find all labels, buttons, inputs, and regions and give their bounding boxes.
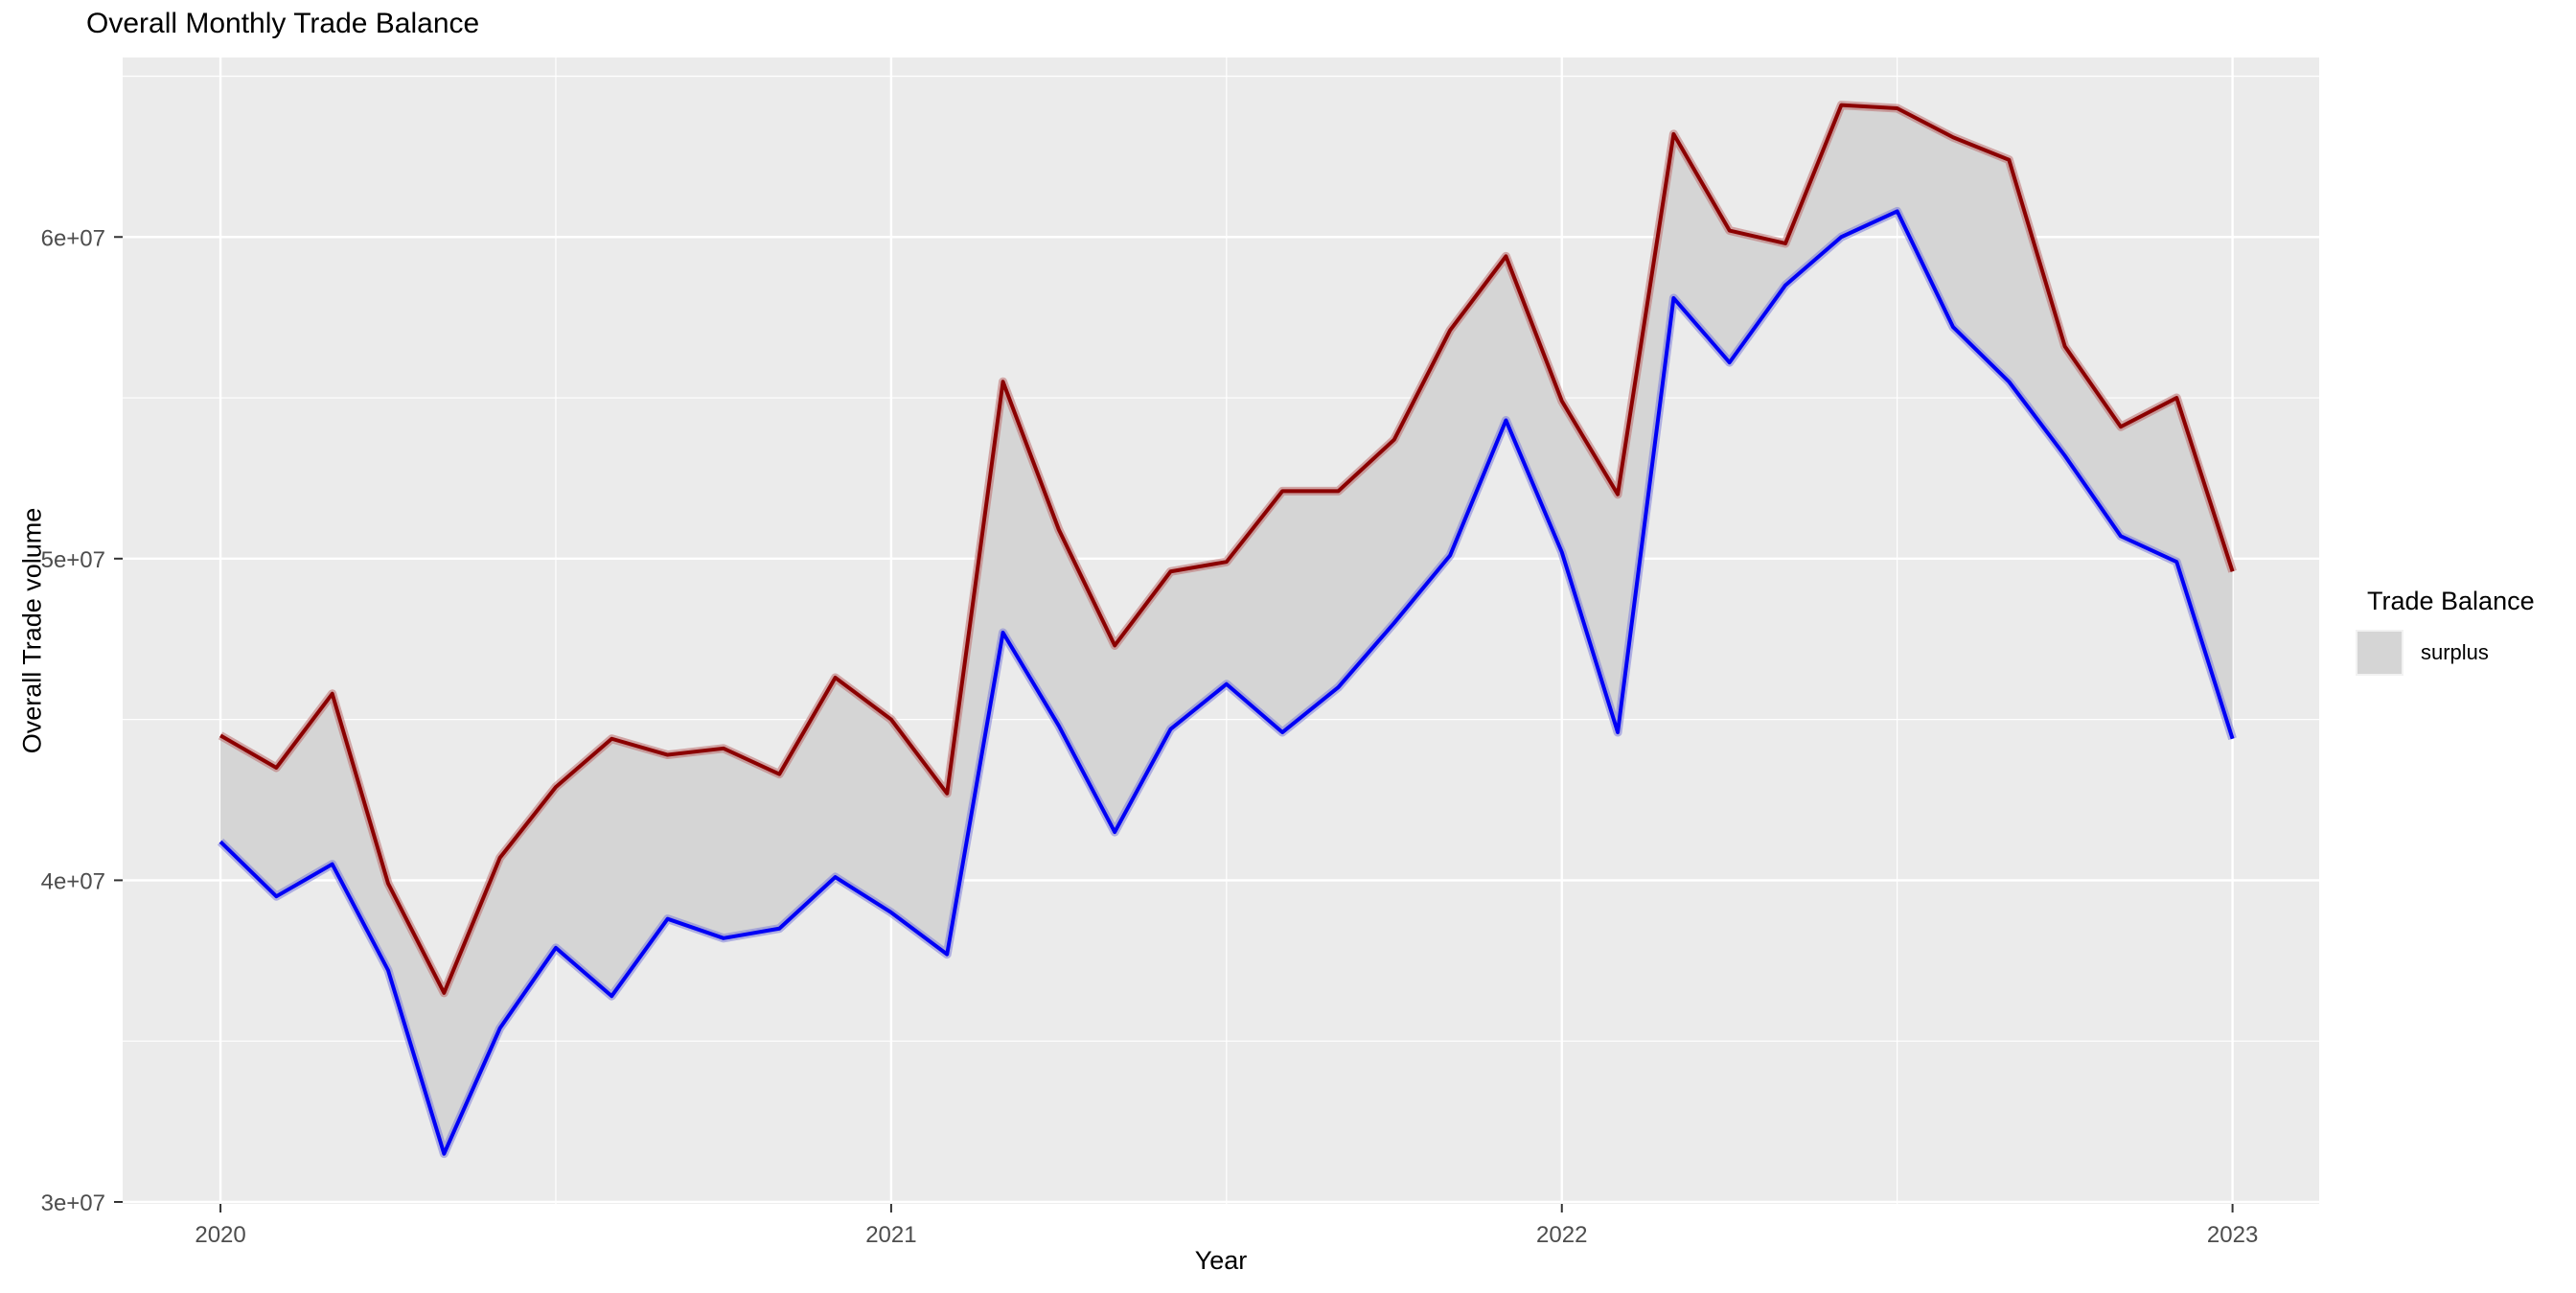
y-tick-label: 6e+07 [41,225,105,251]
legend-item-label: surplus [2421,640,2489,664]
axis-tick-labels: 2020 2021 2022 2023 3e+07 4e+07 5e+07 6e+07 [41,225,2259,1248]
lower-blue-line [218,209,2235,1156]
legend-title: Trade Balance [2367,587,2535,615]
y-tick-label: 4e+07 [41,868,105,894]
series-layer [217,101,2237,1159]
upper-red-line [219,103,2235,995]
page-title: Overall Monthly Trade Balance [86,8,480,39]
x-tick-label: 2021 [865,1222,916,1248]
legend: Trade Balance surplus [2356,587,2572,676]
x-tick-label: 2023 [2207,1222,2258,1248]
surplus-swatch-icon [2356,630,2404,676]
x-axis-title: Year [1194,1246,1248,1275]
surplus-ribbon [220,104,2233,1154]
axis-tick-marks [114,236,2234,1212]
legend-item-surplus: surplus [2356,630,2572,676]
y-axis-title: Overall Trade volume [17,507,47,754]
y-tick-label: 5e+07 [41,547,105,573]
x-tick-label: 2022 [1536,1222,1587,1248]
x-tick-label: 2020 [195,1222,245,1248]
y-tick-label: 3e+07 [41,1190,105,1216]
